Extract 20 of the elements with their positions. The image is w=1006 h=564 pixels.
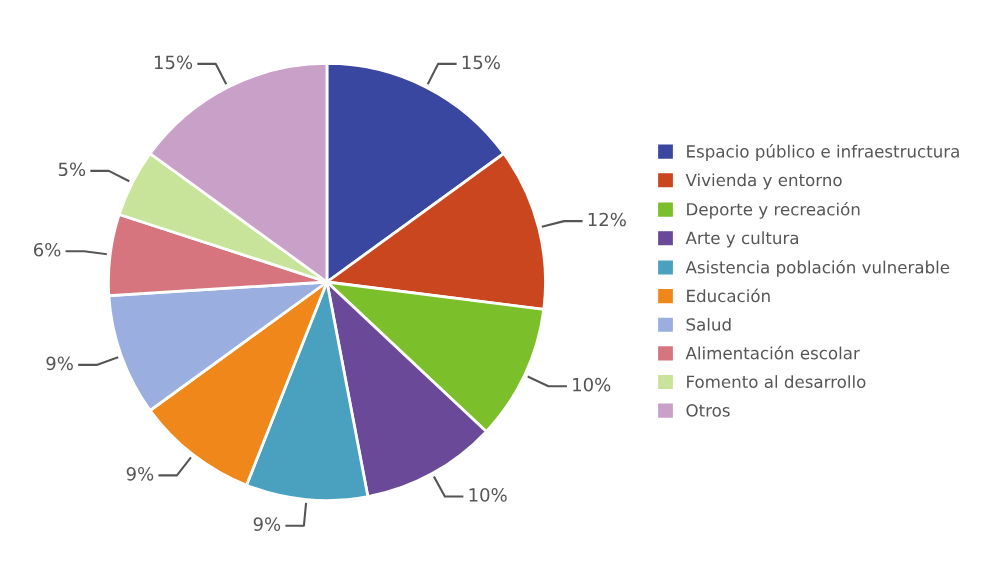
data-label: 5% xyxy=(58,162,86,177)
legend-label: Arte y cultura xyxy=(685,231,799,248)
data-label: 6% xyxy=(34,242,61,257)
legend-label: Alimentación escolar xyxy=(685,345,860,360)
data-label: 10% xyxy=(469,488,507,502)
legend-label: Salud xyxy=(686,317,731,331)
legend-label: Vivienda y entorno xyxy=(685,173,842,190)
data-label: 9% xyxy=(126,466,154,481)
data-label: 15% xyxy=(462,55,500,70)
legend-label: Educación xyxy=(687,288,770,303)
data-label: 10% xyxy=(573,377,611,392)
data-label: 9% xyxy=(253,517,281,531)
legend-label: Otros xyxy=(686,404,730,417)
legend-label: Fomento al desarrollo xyxy=(687,375,866,389)
data-label: 9% xyxy=(46,356,73,371)
data-label: 15% xyxy=(154,55,193,70)
legend-label: Deporte y recreación xyxy=(687,202,860,219)
legend-label: Asistencia población vulnerable xyxy=(685,259,950,277)
legend-label: Espacio público e infraestructura xyxy=(687,144,959,161)
data-label: 12% xyxy=(588,212,626,227)
